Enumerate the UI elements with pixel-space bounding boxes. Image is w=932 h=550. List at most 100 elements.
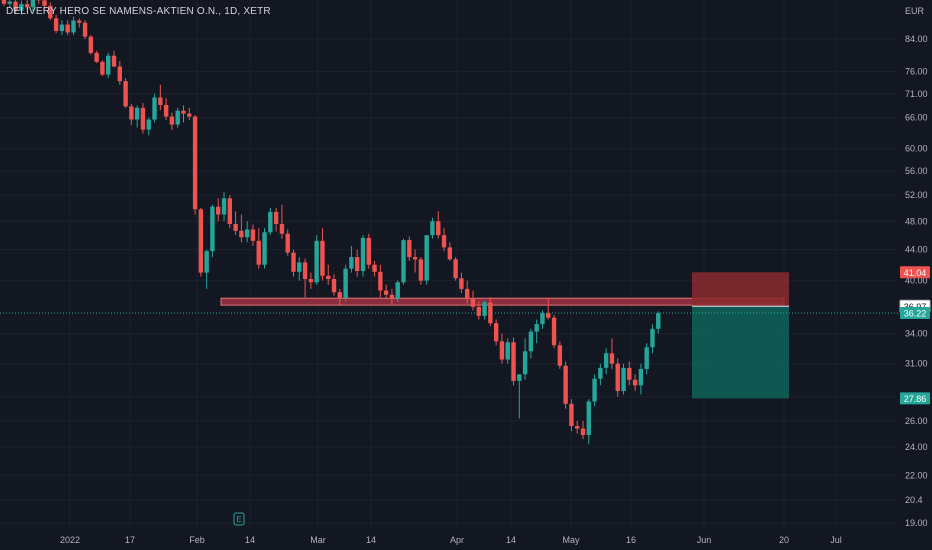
candle-body — [337, 292, 343, 299]
candle — [638, 363, 644, 395]
candle — [476, 301, 481, 320]
candle — [36, 0, 41, 5]
price-tick-label: 22.00 — [905, 470, 928, 480]
candle-body — [418, 259, 424, 281]
candle — [488, 297, 493, 326]
earnings-marker-box — [233, 512, 245, 526]
candle — [268, 207, 273, 236]
candle-body — [140, 107, 146, 130]
price-tick-label: 66.00 — [905, 113, 928, 123]
candle — [366, 233, 371, 269]
candle — [540, 310, 545, 329]
price-tick-label: 56.00 — [905, 166, 928, 176]
candle-body — [291, 252, 296, 272]
candle — [24, 0, 30, 10]
earnings-marker-label: E — [236, 515, 241, 524]
price-tag-bg — [900, 266, 930, 279]
candle — [140, 103, 146, 134]
candle-body — [221, 198, 227, 215]
candle — [522, 338, 528, 380]
candle-body — [372, 264, 377, 272]
currency-label: EUR — [905, 6, 925, 16]
time-tick-label: May — [562, 535, 580, 545]
candle-body — [13, 1, 18, 11]
candle — [603, 348, 609, 375]
candle-body — [233, 223, 238, 231]
candle-body — [354, 257, 360, 272]
candle-body — [169, 116, 175, 125]
candle-body — [187, 113, 192, 117]
candle — [221, 192, 227, 222]
candle — [198, 207, 204, 277]
candle-body — [48, 5, 53, 19]
candle — [302, 258, 308, 298]
candle — [262, 228, 267, 269]
candle — [505, 338, 510, 364]
candle — [546, 299, 551, 320]
candle-body — [65, 24, 70, 33]
candle-body — [511, 342, 516, 381]
price-axis[interactable]: 84.00 76.00 71.00 66.00 60.00 56.00 52.00 48.00… — [899, 34, 931, 528]
candle — [499, 333, 505, 364]
stop-loss-zone[interactable] — [692, 272, 789, 307]
price-tag-bg — [900, 392, 930, 405]
candle-body — [505, 342, 510, 360]
take-profit-zone[interactable] — [692, 306, 789, 399]
time-tick-label: 2022 — [60, 535, 80, 545]
candle — [511, 337, 516, 386]
candle — [430, 217, 435, 239]
drawing-layer[interactable] — [220, 272, 789, 399]
candle-body — [401, 240, 406, 283]
candle — [517, 374, 522, 419]
candle-body — [592, 378, 597, 402]
time-axis[interactable]: 2022 17 Feb 14 Mar 14 Apr 14 May 16 Jun 20 Jul — [60, 0, 898, 550]
candle-body — [349, 257, 354, 269]
candle — [354, 249, 360, 277]
price-tick-label: 40.00 — [905, 276, 928, 286]
candle-body — [644, 347, 649, 369]
price-tag-value: 27.86 — [904, 394, 927, 404]
time-tick-label: Apr — [450, 535, 464, 545]
price-tick-label: 76.00 — [905, 67, 928, 77]
candle-body — [603, 353, 609, 368]
candle — [106, 52, 111, 79]
candle — [563, 361, 568, 409]
price-tick-label: 84.00 — [905, 34, 928, 44]
candle-body — [285, 233, 290, 253]
candle — [59, 20, 65, 36]
candle-body — [580, 428, 586, 436]
candle-body — [308, 279, 314, 283]
candle-body — [59, 24, 65, 31]
candle — [580, 420, 586, 439]
candle — [627, 361, 632, 386]
candle — [320, 228, 325, 281]
candle-body — [459, 278, 464, 289]
candle-body — [210, 206, 215, 252]
candle — [621, 363, 626, 395]
candle — [163, 98, 169, 121]
candle-body — [586, 401, 591, 436]
earnings-marker[interactable]: E — [233, 512, 245, 526]
candle-body — [395, 282, 400, 300]
candle-body — [615, 363, 620, 392]
candle-body — [7, 1, 12, 4]
candle-body — [152, 97, 157, 120]
candle — [244, 221, 250, 243]
candle-body — [407, 240, 412, 258]
candle-body — [546, 313, 551, 318]
candle-body — [575, 425, 580, 429]
candle-body — [82, 22, 88, 37]
candle — [378, 264, 383, 298]
candle — [19, 0, 24, 15]
candle-body — [331, 279, 337, 293]
candle — [343, 264, 348, 302]
candle-body — [77, 20, 82, 23]
candle-body — [499, 341, 505, 360]
candle — [227, 195, 233, 229]
candle-body — [424, 235, 429, 281]
candle — [592, 374, 597, 407]
candle-body — [262, 232, 267, 265]
candle — [418, 257, 424, 285]
candle-body — [632, 379, 638, 386]
